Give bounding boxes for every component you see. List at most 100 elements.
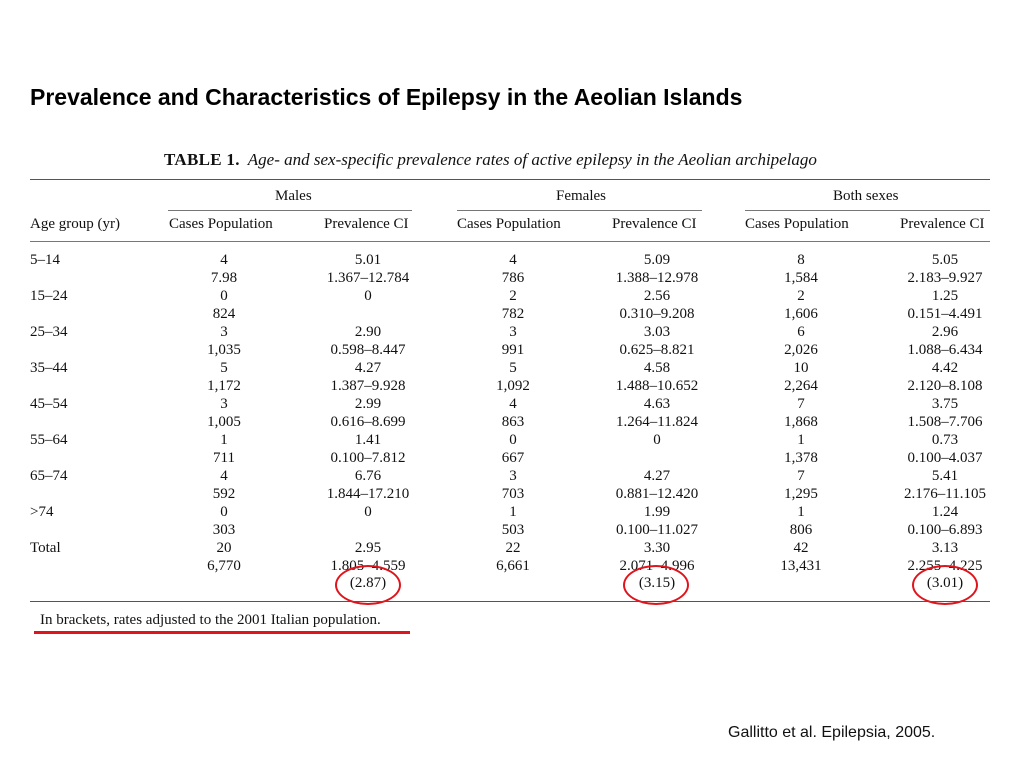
- both-ci-cell: 0.151–4.491: [907, 306, 983, 322]
- both-prevalence-cell: 0.73: [931, 432, 959, 448]
- table-caption: TABLE 1. Age- and sex-specific prevalence…: [164, 150, 817, 170]
- females-cases-cell: 1: [509, 504, 517, 520]
- males-prevalence-cell: 2.95: [354, 540, 382, 556]
- both-prevalence-cell: 1.25: [931, 288, 959, 304]
- females-population-cell: 667: [501, 450, 525, 466]
- males-cases-cell: 5: [220, 360, 228, 376]
- both-population-cell: 2,026: [784, 342, 818, 358]
- females-population-cell: 703: [501, 486, 525, 502]
- males-ci-cell: 1.367–12.784: [326, 270, 410, 286]
- males-population-cell: 592: [212, 486, 236, 502]
- table-label: TABLE 1.: [164, 150, 240, 169]
- both-ci-cell: 2.120–8.108: [907, 378, 983, 394]
- females-cases-cell: 4: [509, 252, 517, 268]
- group-rule-females: [457, 210, 702, 211]
- both-cases-cell: 1: [797, 432, 805, 448]
- males-cases-cell: 4: [220, 252, 228, 268]
- males-ci-cell: 1.387–9.928: [330, 378, 406, 394]
- females-cases-cell: 5: [509, 360, 517, 376]
- both-ci-cell: 2.183–9.927: [907, 270, 983, 286]
- table-footnote: In brackets, rates adjusted to the 2001 …: [40, 612, 381, 628]
- both-population-cell: 1,378: [784, 450, 818, 466]
- table-row: 45–54 3 1,005 2.99 0.616–8.699 4 863 4.6…: [0, 395, 1024, 431]
- males-prevalence-cell: 4.27: [354, 360, 382, 376]
- males-population-cell: 303: [212, 522, 236, 538]
- females-prevalence-cell: 5.09: [643, 252, 671, 268]
- males-prevalence-cell: 2.99: [354, 396, 382, 412]
- both-population-cell: 1,606: [784, 306, 818, 322]
- males-cases-cell: 0: [220, 504, 228, 520]
- table-row: 15–24 0 824 0 2 782 2.56 0.310–9.208 2 1…: [0, 287, 1024, 323]
- both-prevalence-cell: 5.41: [931, 468, 959, 484]
- females-population-cell: 786: [501, 270, 525, 286]
- males-ci-cell: 0.616–8.699: [330, 414, 406, 430]
- age-group-cell: 5–14: [30, 252, 60, 268]
- age-group-cell: 55–64: [30, 432, 68, 448]
- males-cases-cell: 3: [220, 396, 228, 412]
- table-row: 55–64 1 711 1.41 0.100–7.812 0 667 0 1 1…: [0, 431, 1024, 467]
- females-ci-cell: 0.881–12.420: [615, 486, 699, 502]
- males-prevalence-cell: 0: [364, 504, 372, 520]
- col-cases-population-males: Cases Population: [169, 216, 273, 232]
- table-row: 35–44 5 1,172 4.27 1.387–9.928 5 1,092 4…: [0, 359, 1024, 395]
- females-cases-cell: 0: [509, 432, 517, 448]
- age-group-cell: 45–54: [30, 396, 68, 412]
- females-cases-cell: 22: [505, 540, 521, 556]
- both-prevalence-cell: 2.96: [931, 324, 959, 340]
- highlight-circle-both: [912, 565, 978, 605]
- females-ci-cell: 0.310–9.208: [619, 306, 695, 322]
- col-cases-population-females: Cases Population: [457, 216, 561, 232]
- females-population-cell: 1,092: [496, 378, 530, 394]
- both-population-cell: 806: [789, 522, 813, 538]
- males-cases-cell: 3: [220, 324, 228, 340]
- col-cases-population-both: Cases Population: [745, 216, 849, 232]
- females-population-cell: 991: [501, 342, 525, 358]
- males-population-cell: 1,035: [207, 342, 241, 358]
- both-cases-cell: 7: [797, 396, 805, 412]
- both-population-cell: 1,584: [784, 270, 818, 286]
- group-header-males: Males: [275, 188, 312, 204]
- males-prevalence-cell: 5.01: [354, 252, 382, 268]
- table-row: 5–14 4 7.98 5.01 1.367–12.784 4 786 5.09…: [0, 251, 1024, 287]
- group-header-females: Females: [556, 188, 606, 204]
- females-cases-cell: 4: [509, 396, 517, 412]
- both-cases-cell: 2: [797, 288, 805, 304]
- age-group-cell: 65–74: [30, 468, 68, 484]
- col-prevalence-ci-both: Prevalence CI: [900, 216, 985, 232]
- age-group-cell: Total: [30, 540, 61, 556]
- highlight-circle-males: [335, 565, 401, 605]
- females-cases-cell: 3: [509, 324, 517, 340]
- header-rule: [30, 241, 990, 242]
- highlight-circle-females: [623, 565, 689, 605]
- table-row: 65–74 4 592 6.76 1.844–17.210 3 703 4.27…: [0, 467, 1024, 503]
- males-cases-cell: 1: [220, 432, 228, 448]
- females-ci-cell: 1.488–10.652: [615, 378, 699, 394]
- females-ci-cell: 0.625–8.821: [619, 342, 695, 358]
- both-prevalence-cell: 3.13: [931, 540, 959, 556]
- both-ci-cell: 0.100–6.893: [907, 522, 983, 538]
- col-prevalence-ci-females: Prevalence CI: [612, 216, 697, 232]
- males-population-cell: 824: [212, 306, 236, 322]
- group-rule-both: [745, 210, 990, 211]
- females-ci-cell: 1.388–12.978: [615, 270, 699, 286]
- females-prevalence-cell: 4.27: [643, 468, 671, 484]
- both-ci-cell: 0.100–4.037: [907, 450, 983, 466]
- age-group-cell: 25–34: [30, 324, 68, 340]
- males-population-cell: 711: [213, 450, 235, 466]
- females-population-cell: 6,661: [496, 558, 530, 574]
- males-ci-cell: 0.598–8.447: [330, 342, 406, 358]
- females-prevalence-cell: 3.30: [643, 540, 671, 556]
- females-population-cell: 503: [501, 522, 525, 538]
- males-prevalence-cell: 1.41: [354, 432, 382, 448]
- males-cases-cell: 0: [220, 288, 228, 304]
- table-row-total: Total 20 6,770 2.95 1.805–4.559 22 6,661…: [0, 539, 1024, 575]
- slide-title: Prevalence and Characteristics of Epilep…: [30, 84, 743, 110]
- table-bottom-rule: [30, 601, 990, 602]
- both-population-cell: 1,868: [784, 414, 818, 430]
- both-prevalence-cell: 5.05: [931, 252, 959, 268]
- both-prevalence-cell: 1.24: [931, 504, 959, 520]
- males-cases-cell: 20: [216, 540, 232, 556]
- both-population-cell: 2,264: [784, 378, 818, 394]
- males-prevalence-cell: 6.76: [354, 468, 382, 484]
- females-ci-cell: 1.264–11.824: [616, 414, 698, 430]
